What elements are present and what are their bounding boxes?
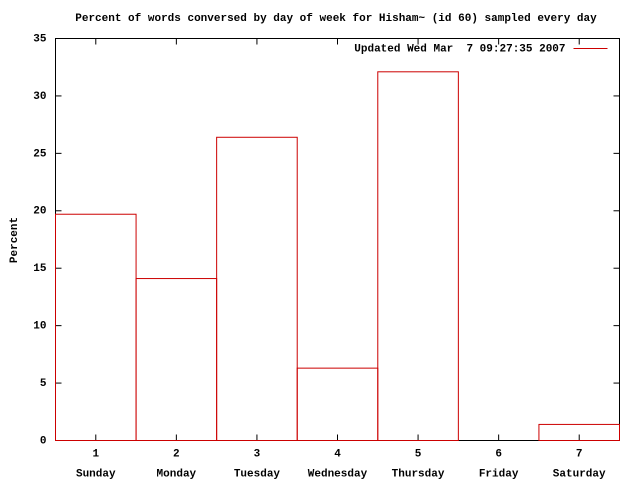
y-tick-label: 35 xyxy=(33,33,47,45)
category-label: Sunday xyxy=(76,468,116,480)
bar xyxy=(377,71,459,442)
y-tick-label: 0 xyxy=(40,435,47,447)
category-label: Monday xyxy=(157,468,197,480)
y-tick-label: 25 xyxy=(33,148,47,160)
x-tick-label: 3 xyxy=(254,448,261,460)
category-label: Thursday xyxy=(392,468,445,480)
y-tick-label: 15 xyxy=(33,263,47,275)
x-tick-label: 2 xyxy=(173,448,180,460)
y-axis-label: Percent xyxy=(9,217,21,263)
bar xyxy=(216,136,298,442)
x-tick-label: 4 xyxy=(334,448,341,460)
category-label: Tuesday xyxy=(234,468,281,480)
x-tick-label: 5 xyxy=(415,448,422,460)
y-tick-label: 5 xyxy=(40,378,47,390)
y-tick-label: 30 xyxy=(33,91,46,103)
legend-label: Updated Wed Mar 7 09:27:35 2007 xyxy=(354,43,565,55)
category-label: Saturday xyxy=(553,468,606,480)
y-tick-label: 20 xyxy=(33,206,46,218)
category-label: Wednesday xyxy=(308,468,368,480)
x-tick-label: 6 xyxy=(495,448,502,460)
x-tick-label: 7 xyxy=(576,448,583,460)
chart-title: Percent of words conversed by day of wee… xyxy=(75,13,597,25)
x-tick-label: 1 xyxy=(92,448,99,460)
category-label: Friday xyxy=(479,468,519,480)
y-tick-label: 10 xyxy=(33,321,46,333)
bar xyxy=(538,423,621,442)
